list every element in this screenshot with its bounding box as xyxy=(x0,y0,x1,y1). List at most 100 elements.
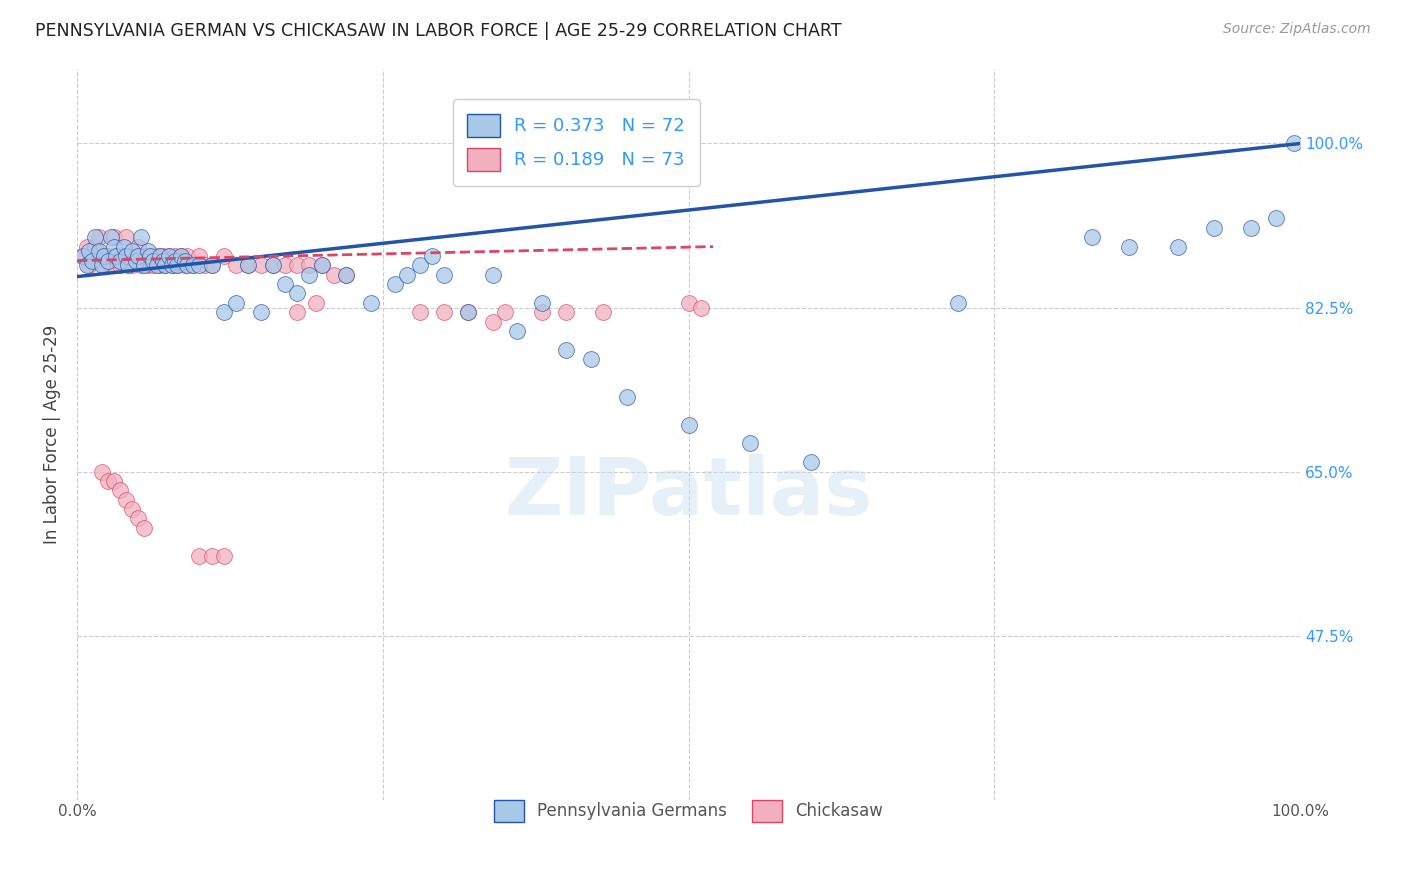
Point xyxy=(420,249,443,263)
Point xyxy=(188,249,211,263)
Point xyxy=(108,258,131,272)
Point xyxy=(125,249,148,263)
Text: PENNSYLVANIA GERMAN VS CHICKASAW IN LABOR FORCE | AGE 25-29 CORRELATION CHART: PENNSYLVANIA GERMAN VS CHICKASAW IN LABO… xyxy=(35,22,842,40)
Point xyxy=(97,474,120,488)
Point xyxy=(678,417,700,432)
Point xyxy=(117,249,139,263)
Point xyxy=(433,305,456,319)
Point xyxy=(225,295,247,310)
Point xyxy=(103,474,125,488)
Point xyxy=(592,305,614,319)
Point xyxy=(176,249,198,263)
Point xyxy=(87,244,110,259)
Text: Source: ZipAtlas.com: Source: ZipAtlas.com xyxy=(1223,22,1371,37)
Point xyxy=(90,258,112,272)
Point xyxy=(335,268,357,282)
Point xyxy=(322,268,344,282)
Point xyxy=(80,249,103,263)
Point xyxy=(108,483,131,498)
Point xyxy=(112,249,135,263)
Point xyxy=(201,258,224,272)
Point xyxy=(97,253,120,268)
Point xyxy=(304,295,326,310)
Point xyxy=(396,268,419,282)
Point xyxy=(121,244,143,259)
Point xyxy=(139,249,162,263)
Point xyxy=(149,258,172,272)
Point xyxy=(163,253,186,268)
Point xyxy=(125,253,148,268)
Point xyxy=(1282,136,1305,151)
Point xyxy=(142,258,165,272)
Point xyxy=(134,258,156,272)
Point xyxy=(1204,220,1226,235)
Point xyxy=(149,249,172,263)
Point xyxy=(181,258,204,272)
Point xyxy=(152,249,174,263)
Point xyxy=(100,258,122,272)
Point xyxy=(134,521,156,535)
Point xyxy=(127,239,149,253)
Point xyxy=(121,502,143,516)
Point xyxy=(212,549,235,563)
Point xyxy=(285,305,308,319)
Point xyxy=(616,390,638,404)
Point xyxy=(1240,220,1263,235)
Point xyxy=(117,258,139,272)
Point xyxy=(1167,239,1189,253)
Point xyxy=(115,492,138,507)
Point xyxy=(298,268,321,282)
Point xyxy=(170,249,193,263)
Point xyxy=(145,249,167,263)
Point xyxy=(153,258,176,272)
Point xyxy=(108,253,131,268)
Point xyxy=(84,230,107,244)
Point xyxy=(1264,211,1286,226)
Point xyxy=(79,258,101,272)
Point xyxy=(136,258,159,272)
Point xyxy=(274,258,297,272)
Point xyxy=(555,343,578,357)
Point xyxy=(112,239,135,253)
Point xyxy=(238,258,260,272)
Point xyxy=(360,295,382,310)
Point xyxy=(408,258,430,272)
Point xyxy=(1081,230,1104,244)
Point xyxy=(134,249,156,263)
Point xyxy=(127,511,149,525)
Point xyxy=(678,295,700,310)
Point xyxy=(494,305,516,319)
Point xyxy=(105,249,128,263)
Point xyxy=(530,295,553,310)
Point xyxy=(166,258,188,272)
Point xyxy=(121,258,143,272)
Point xyxy=(173,253,195,268)
Point xyxy=(97,249,120,263)
Point xyxy=(579,352,602,367)
Point xyxy=(115,230,138,244)
Point xyxy=(176,258,198,272)
Point xyxy=(482,314,505,328)
Point xyxy=(238,258,260,272)
Point xyxy=(127,249,149,263)
Point xyxy=(384,277,406,291)
Text: ZIPatlas: ZIPatlas xyxy=(505,453,873,532)
Point xyxy=(738,436,761,450)
Point xyxy=(188,549,211,563)
Point xyxy=(152,253,174,268)
Point xyxy=(285,258,308,272)
Point xyxy=(457,305,479,319)
Point xyxy=(457,305,479,319)
Point xyxy=(79,244,101,259)
Point xyxy=(72,249,94,263)
Point xyxy=(201,258,224,272)
Point xyxy=(555,305,578,319)
Point xyxy=(181,258,204,272)
Point xyxy=(335,268,357,282)
Point xyxy=(93,258,115,272)
Y-axis label: In Labor Force | Age 25-29: In Labor Force | Age 25-29 xyxy=(44,325,60,543)
Point xyxy=(157,249,180,263)
Point xyxy=(90,249,112,263)
Point xyxy=(76,258,98,272)
Point xyxy=(408,305,430,319)
